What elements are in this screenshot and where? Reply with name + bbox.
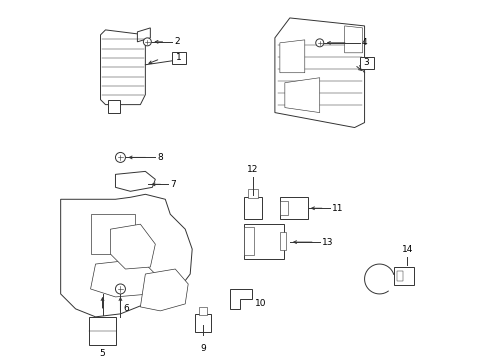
Circle shape xyxy=(315,39,323,47)
Text: 11: 11 xyxy=(331,204,343,213)
Text: 2: 2 xyxy=(174,37,180,46)
Text: 3: 3 xyxy=(363,58,368,67)
Text: 12: 12 xyxy=(247,165,258,174)
Text: 1: 1 xyxy=(176,53,182,62)
Bar xyxy=(359,57,373,69)
Text: 13: 13 xyxy=(321,238,332,247)
Bar xyxy=(394,267,413,285)
Circle shape xyxy=(143,38,151,46)
Bar xyxy=(279,201,287,215)
Bar xyxy=(247,189,258,198)
Bar xyxy=(88,317,116,345)
Polygon shape xyxy=(115,171,155,191)
Polygon shape xyxy=(90,259,155,297)
Text: 10: 10 xyxy=(254,300,266,309)
Bar xyxy=(199,307,207,315)
Text: 6: 6 xyxy=(123,305,129,314)
Polygon shape xyxy=(101,30,145,105)
Text: 14: 14 xyxy=(401,245,412,254)
Bar xyxy=(172,52,186,64)
Text: 7: 7 xyxy=(170,180,176,189)
Polygon shape xyxy=(274,18,364,127)
Bar xyxy=(397,271,403,281)
Text: 4: 4 xyxy=(361,39,366,48)
Text: 8: 8 xyxy=(157,153,163,162)
Circle shape xyxy=(115,284,125,294)
Polygon shape xyxy=(61,194,192,317)
Text: 9: 9 xyxy=(200,344,205,353)
Polygon shape xyxy=(285,78,319,113)
Polygon shape xyxy=(344,26,362,53)
Circle shape xyxy=(115,152,125,162)
Text: 5: 5 xyxy=(100,349,105,358)
Bar xyxy=(244,197,262,219)
Polygon shape xyxy=(110,224,155,269)
Polygon shape xyxy=(137,28,150,42)
Bar xyxy=(244,227,253,255)
Bar xyxy=(244,224,283,259)
Polygon shape xyxy=(229,289,251,309)
Polygon shape xyxy=(140,269,188,311)
Polygon shape xyxy=(279,40,304,73)
Polygon shape xyxy=(90,214,135,254)
Bar xyxy=(279,197,307,219)
Polygon shape xyxy=(108,100,120,113)
Bar xyxy=(279,232,285,250)
Bar xyxy=(195,314,211,332)
